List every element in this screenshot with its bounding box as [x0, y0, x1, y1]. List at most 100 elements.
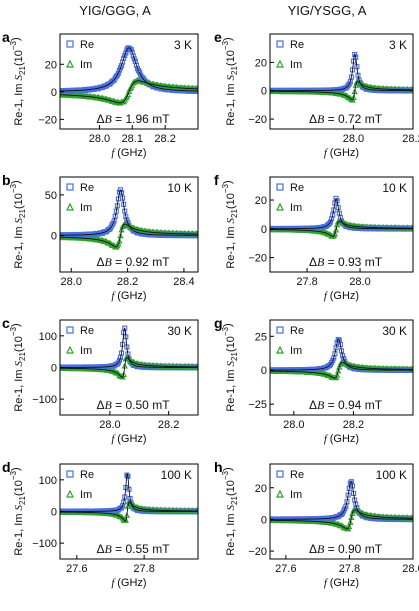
data-point-re — [330, 212, 336, 218]
data-point-im — [332, 226, 340, 233]
panel-g: 28.0 28.2 −25 0 25 f (GHz) Re-1, Im S21(10−3)g… — [214, 315, 414, 445]
legend-marker-re — [66, 470, 74, 478]
x-tick-label: 27.8 — [133, 563, 154, 575]
temperature-label: 10 K — [167, 181, 192, 195]
data-point-re — [352, 51, 358, 58]
legend-label-im: Im — [290, 489, 302, 501]
y-tick-label: −100 — [32, 394, 57, 406]
x-tick-label: 28.0 — [61, 276, 82, 288]
y-axis-label: Re-1, Im S21(10−3) — [9, 180, 27, 268]
x-tick-label: 28.2 — [402, 133, 419, 145]
x-axis-label: f (GHz) — [111, 147, 146, 159]
y-tick-label: −20 — [38, 114, 57, 126]
linewidth-label: ΔB = 0.93 mT — [309, 255, 383, 269]
legend-label-im: Im — [80, 489, 92, 501]
y-tick-label: 25 — [255, 331, 267, 343]
data-point-re — [116, 357, 122, 363]
data-point-im — [331, 230, 339, 237]
legend-label-im: Im — [80, 345, 92, 357]
legend-marker-re — [276, 326, 284, 334]
x-axis-label: f (GHz) — [324, 290, 359, 302]
data-point-re — [137, 69, 143, 75]
fit-line-im — [60, 501, 198, 522]
fit-line-im — [60, 223, 198, 248]
linewidth-label: ΔB = 0.94 mT — [309, 398, 383, 412]
data-point-im — [124, 91, 132, 98]
column-title-left: YIG/GGG, A — [79, 3, 151, 18]
y-tick-label: 20 — [255, 57, 267, 69]
data-point-re — [121, 55, 127, 61]
data-point-im — [345, 523, 353, 530]
data-point-im — [336, 363, 343, 370]
panel-letter: g — [214, 315, 223, 331]
fit-line-re — [270, 480, 413, 520]
y-tick-label: 0 — [51, 87, 57, 99]
fit-curves-h — [270, 480, 413, 530]
panel-h: 27.6 27.8 28.0 −20 0 20 f (GHz) Re-1, Im S21(10… — [214, 459, 419, 589]
y-tick-label: −20 — [248, 114, 267, 126]
panel-a: 28.0 28.1 28.2 −20 0 20 f (GHz) Re-1, Im S21(10… — [2, 29, 199, 159]
data-point-re — [115, 70, 121, 76]
legend-label-im: Im — [290, 202, 302, 214]
panel-e: 28.0 28.2 −20 0 20 f (GHz) Re-1, Im S21(10−3)e… — [214, 29, 419, 159]
y-tick-label: 0 — [261, 224, 267, 236]
data-point-im — [122, 516, 130, 523]
legend-marker-im — [66, 202, 74, 211]
data-point-re — [117, 187, 124, 193]
data-point-im — [125, 88, 133, 94]
legend-marker-im — [66, 345, 74, 354]
x-tick-label: 28.2 — [117, 276, 138, 288]
fit-line-re — [60, 47, 198, 92]
data-point-im — [115, 240, 122, 247]
temperature-label: 100 K — [376, 468, 407, 482]
legend-label-re: Re — [290, 469, 304, 481]
data-point-re — [131, 56, 137, 62]
x-tick-label: 27.6 — [66, 563, 87, 575]
data-point-re — [128, 47, 134, 53]
y-tick-label: 0 — [261, 514, 267, 526]
y-tick-label: 0 — [261, 86, 267, 98]
x-axis-label: f (GHz) — [111, 577, 146, 589]
y-axis-label: Re-1, Im S21(10−3) — [221, 467, 239, 555]
x-axis-label: f (GHz) — [111, 433, 146, 445]
x-tick-label: 28.2 — [154, 133, 175, 145]
legend-marker-im — [276, 489, 284, 498]
fit-curves-e — [270, 52, 413, 101]
legend-label-re: Re — [290, 182, 304, 194]
plot-frame — [59, 33, 199, 130]
fit-line-im — [270, 220, 413, 237]
x-tick-label: 28.2 — [158, 419, 179, 431]
plot-frame — [59, 176, 199, 273]
linewidth-label: ΔB = 0.90 mT — [309, 542, 383, 556]
x-tick-label: 28.2 — [343, 419, 364, 431]
data-markers-b — [60, 187, 198, 250]
legend-marker-re — [66, 183, 74, 191]
panel-d: 27.6 27.8 −100 0 100 f (GHz) Re-1, Im S21(10−3… — [2, 459, 199, 589]
x-axis-label: f (GHz) — [324, 433, 359, 445]
legend-marker-re — [66, 40, 74, 48]
data-point-im — [333, 371, 341, 378]
y-axis-label: Re-1, Im S21(10−3) — [221, 37, 239, 125]
y-tick-label: 100 — [39, 475, 57, 487]
legend-marker-re — [66, 326, 74, 334]
legend-marker-re — [276, 40, 284, 48]
y-axis-label: Re-1, Im S21(10−3) — [9, 37, 27, 125]
linewidth-label: ΔB = 0.55 mT — [96, 542, 170, 556]
legend-marker-im — [66, 59, 74, 68]
legend-label-im: Im — [80, 59, 92, 71]
panel-letter: h — [214, 459, 223, 475]
panel-letter: e — [214, 29, 222, 45]
fit-curves-c — [60, 327, 198, 378]
data-point-im — [350, 94, 357, 101]
legend-label-re: Re — [290, 39, 304, 51]
legend-marker-im — [276, 202, 284, 211]
panel-b: 28.0 28.2 28.4 0 50 f (GHz) Re-1, Im S21(10−3)… — [2, 172, 199, 302]
data-point-im — [116, 237, 123, 244]
fit-line-im — [270, 509, 413, 530]
temperature-label: 30 K — [382, 324, 407, 338]
y-tick-label: 20 — [45, 59, 57, 71]
fit-line-re — [60, 189, 198, 236]
x-tick-label: 27.8 — [296, 276, 317, 288]
y-tick-label: −100 — [32, 538, 57, 550]
x-tick-label: 28.0 — [402, 563, 419, 575]
